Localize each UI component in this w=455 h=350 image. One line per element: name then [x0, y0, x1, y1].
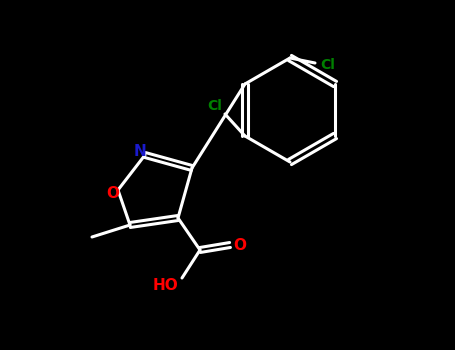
Text: Cl: Cl — [321, 58, 335, 72]
Text: Cl: Cl — [207, 99, 222, 113]
Text: HO: HO — [153, 279, 179, 294]
Text: O: O — [233, 238, 247, 252]
Text: O: O — [106, 186, 120, 201]
Text: N: N — [134, 145, 147, 160]
